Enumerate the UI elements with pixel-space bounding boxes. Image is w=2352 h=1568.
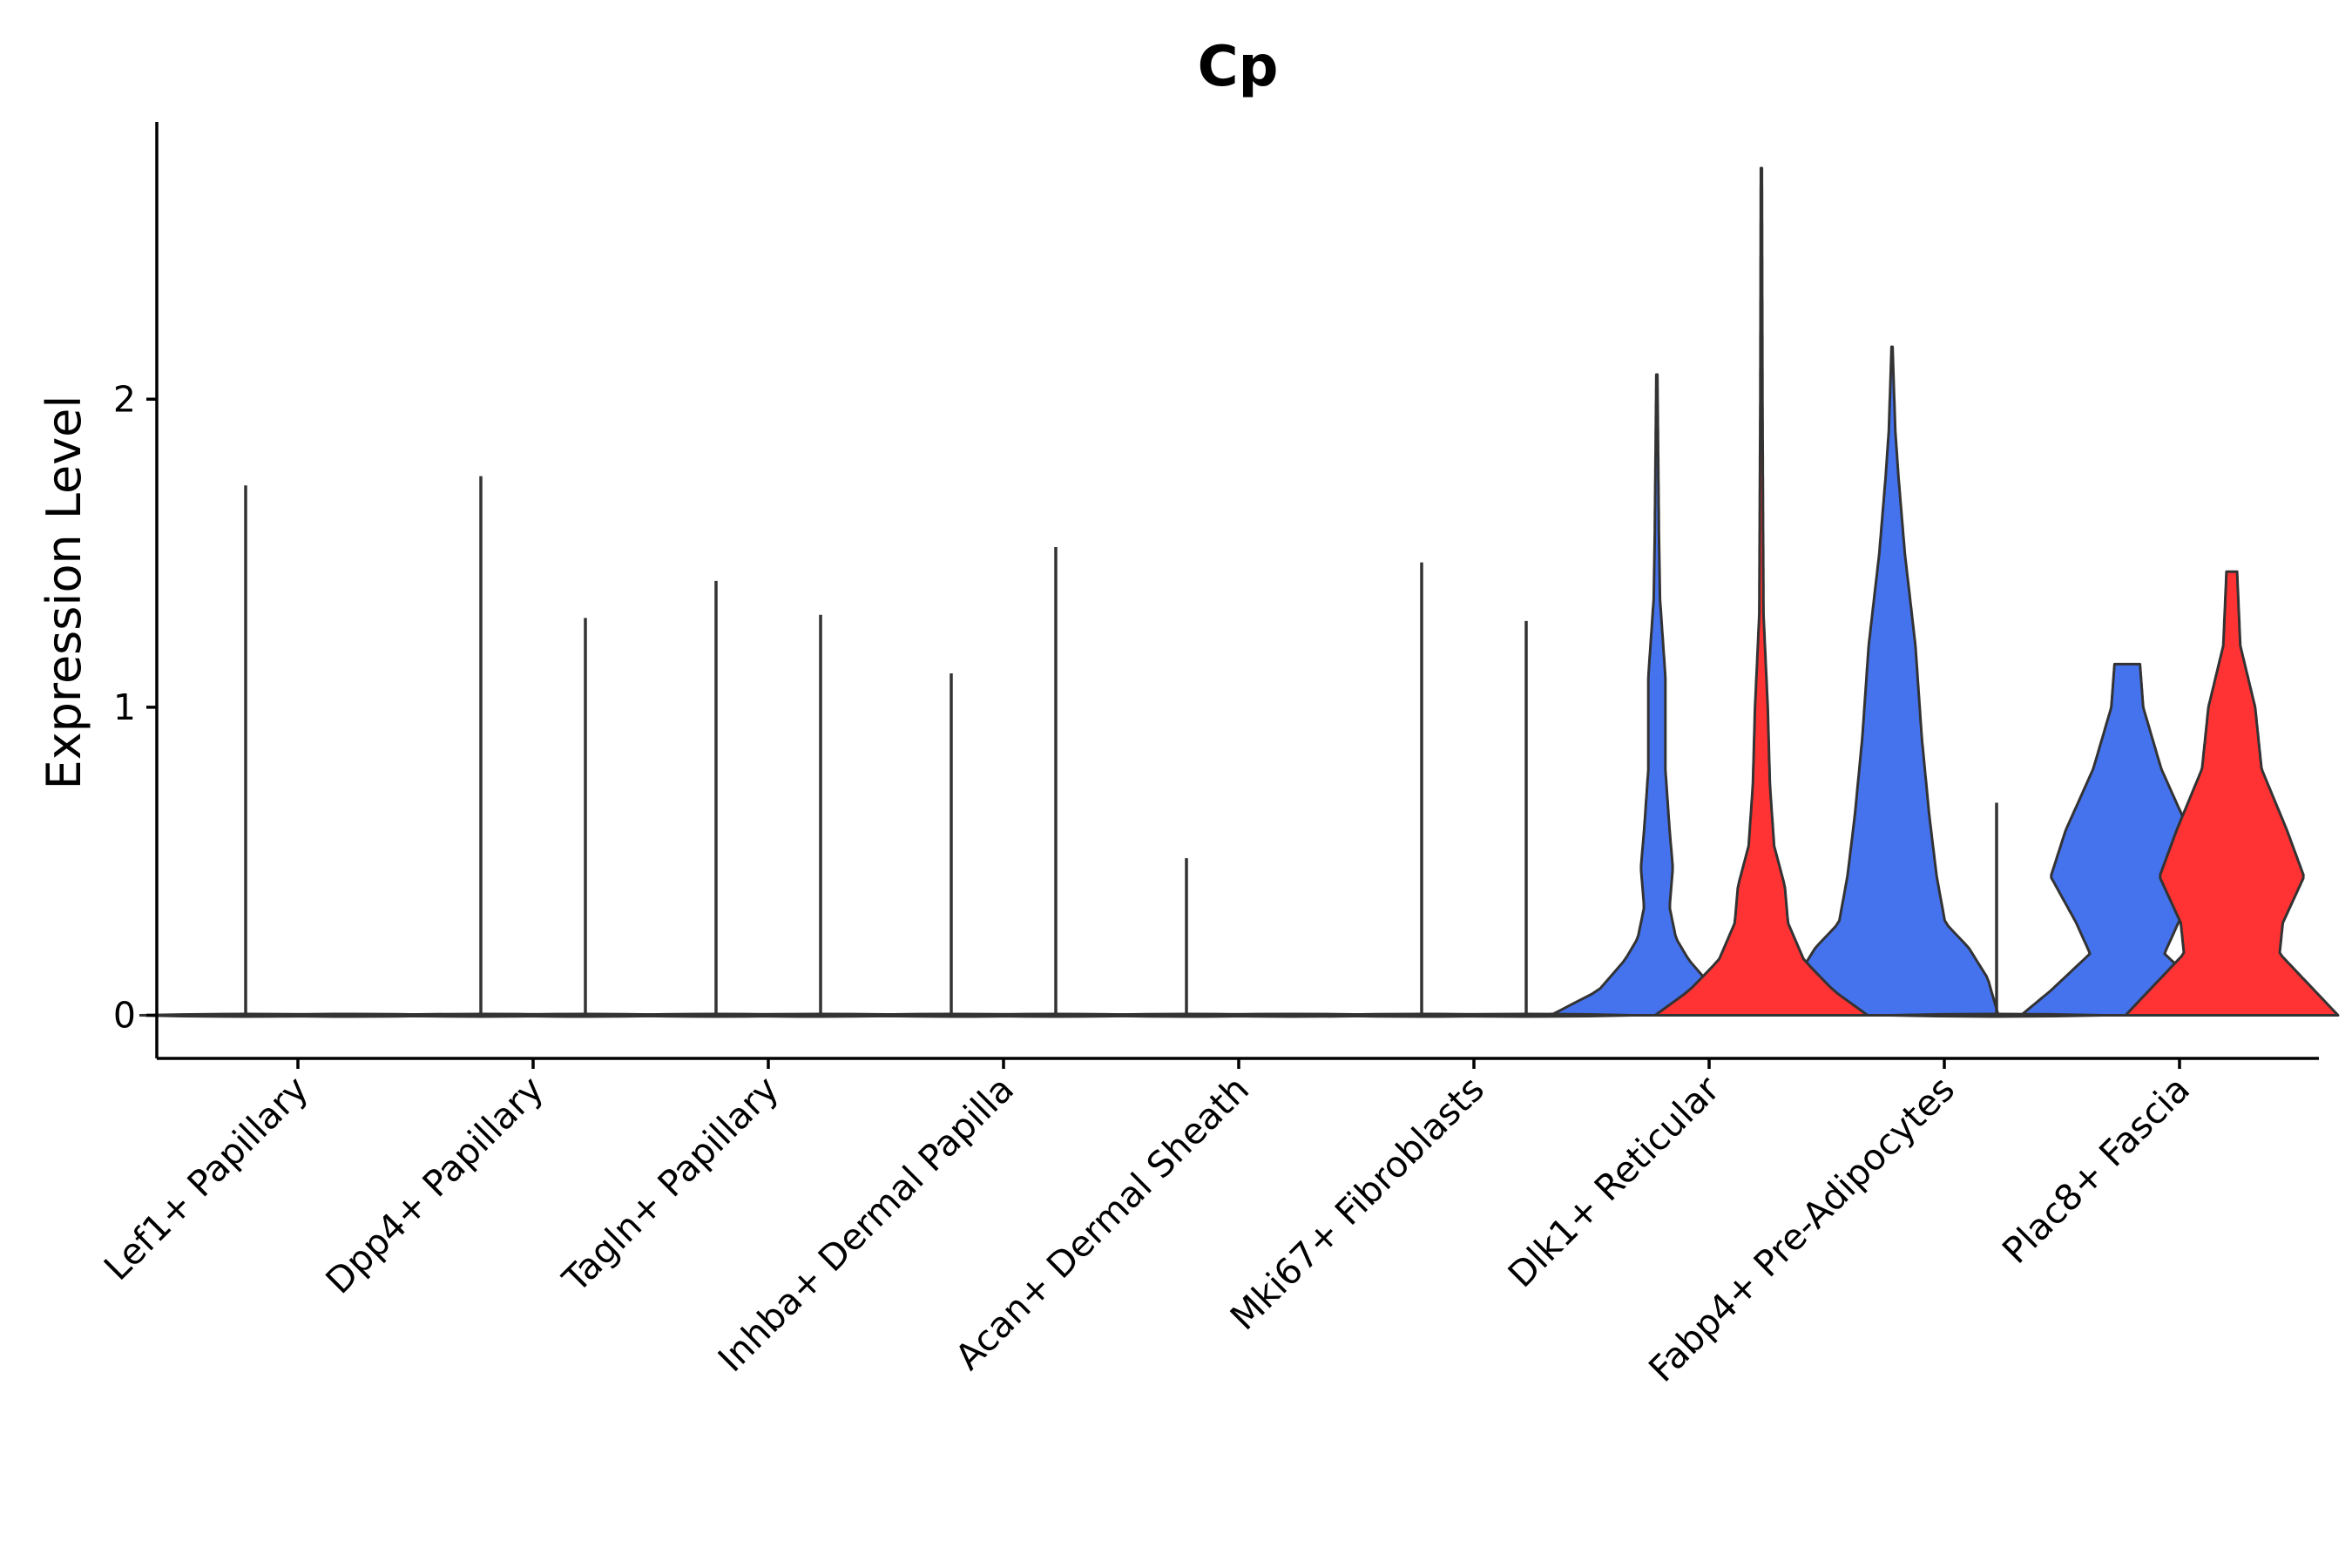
x-tick-label-5: Mki67+ Fibroblasts — [1222, 1068, 1492, 1338]
violin-layer — [139, 166, 2340, 1018]
violin-group_b-8 — [2124, 570, 2340, 1017]
x-tick-label-2: Tagln+ Papillary — [554, 1068, 787, 1301]
x-tick-label-6: Dlk1+ Reticular — [1500, 1068, 1727, 1295]
x-tick-label-8: Plac8+ Fascia — [1994, 1068, 2198, 1272]
y-tick-label-1: 1 — [113, 686, 136, 728]
violin-group_b-0 — [243, 1012, 457, 1018]
violin-group_b-6 — [1653, 166, 1869, 1017]
chart-title: Cp — [1198, 35, 1279, 99]
violin-group_b-1 — [478, 1012, 693, 1018]
violin-group_b-7 — [1889, 1012, 2104, 1018]
y-axis-label: Expression Level — [37, 395, 91, 790]
y-tick-label-2: 2 — [113, 378, 136, 420]
axes: 0 1 2 Lef1+ Papillary Dpp4+ Papillary Tagln+ … — [96, 122, 2319, 1390]
violin-group_b-5 — [1419, 1012, 1633, 1018]
x-tick-label-0: Lef1+ Papillary — [96, 1068, 316, 1288]
violin-group_b-3 — [949, 1012, 1163, 1018]
x-tick-label-1: Dpp4+ Papillary — [318, 1068, 551, 1301]
violin-group_a-6 — [1549, 373, 1765, 1017]
violin-group_b-4 — [1184, 1012, 1398, 1018]
violin-group_a-7 — [1784, 345, 2000, 1017]
y-tick-label-0: 0 — [113, 994, 136, 1036]
violin-group_b-2 — [713, 1012, 928, 1018]
